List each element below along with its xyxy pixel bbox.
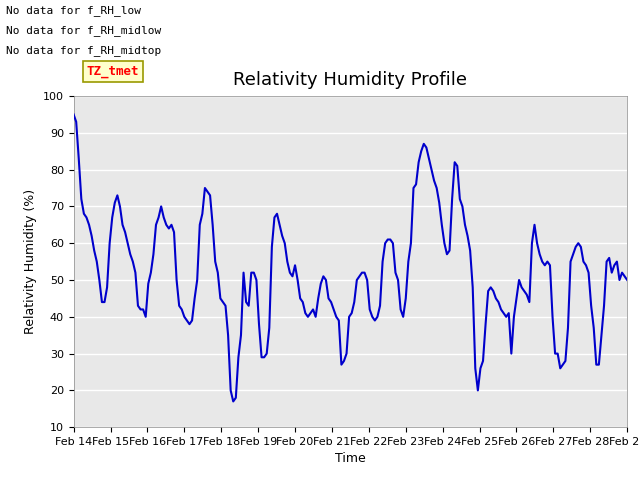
Title: Relativity Humidity Profile: Relativity Humidity Profile: [234, 71, 467, 89]
Text: No data for f_RH_midlow: No data for f_RH_midlow: [6, 25, 162, 36]
Y-axis label: Relativity Humidity (%): Relativity Humidity (%): [24, 189, 37, 334]
Text: No data for f_RH_low: No data for f_RH_low: [6, 5, 141, 16]
Text: No data for f_RH_midtop: No data for f_RH_midtop: [6, 45, 162, 56]
Text: TZ_tmet: TZ_tmet: [86, 65, 139, 78]
X-axis label: Time: Time: [335, 453, 366, 466]
